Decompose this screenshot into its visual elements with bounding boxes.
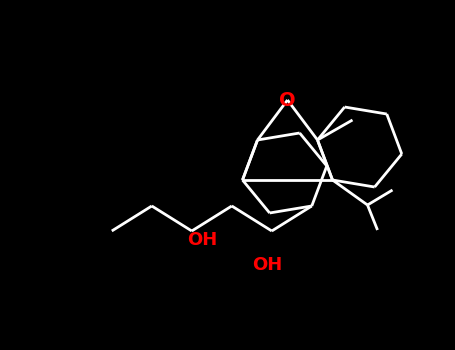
Text: OH: OH: [253, 256, 283, 274]
Text: OH: OH: [187, 231, 217, 249]
Text: O: O: [279, 91, 296, 110]
